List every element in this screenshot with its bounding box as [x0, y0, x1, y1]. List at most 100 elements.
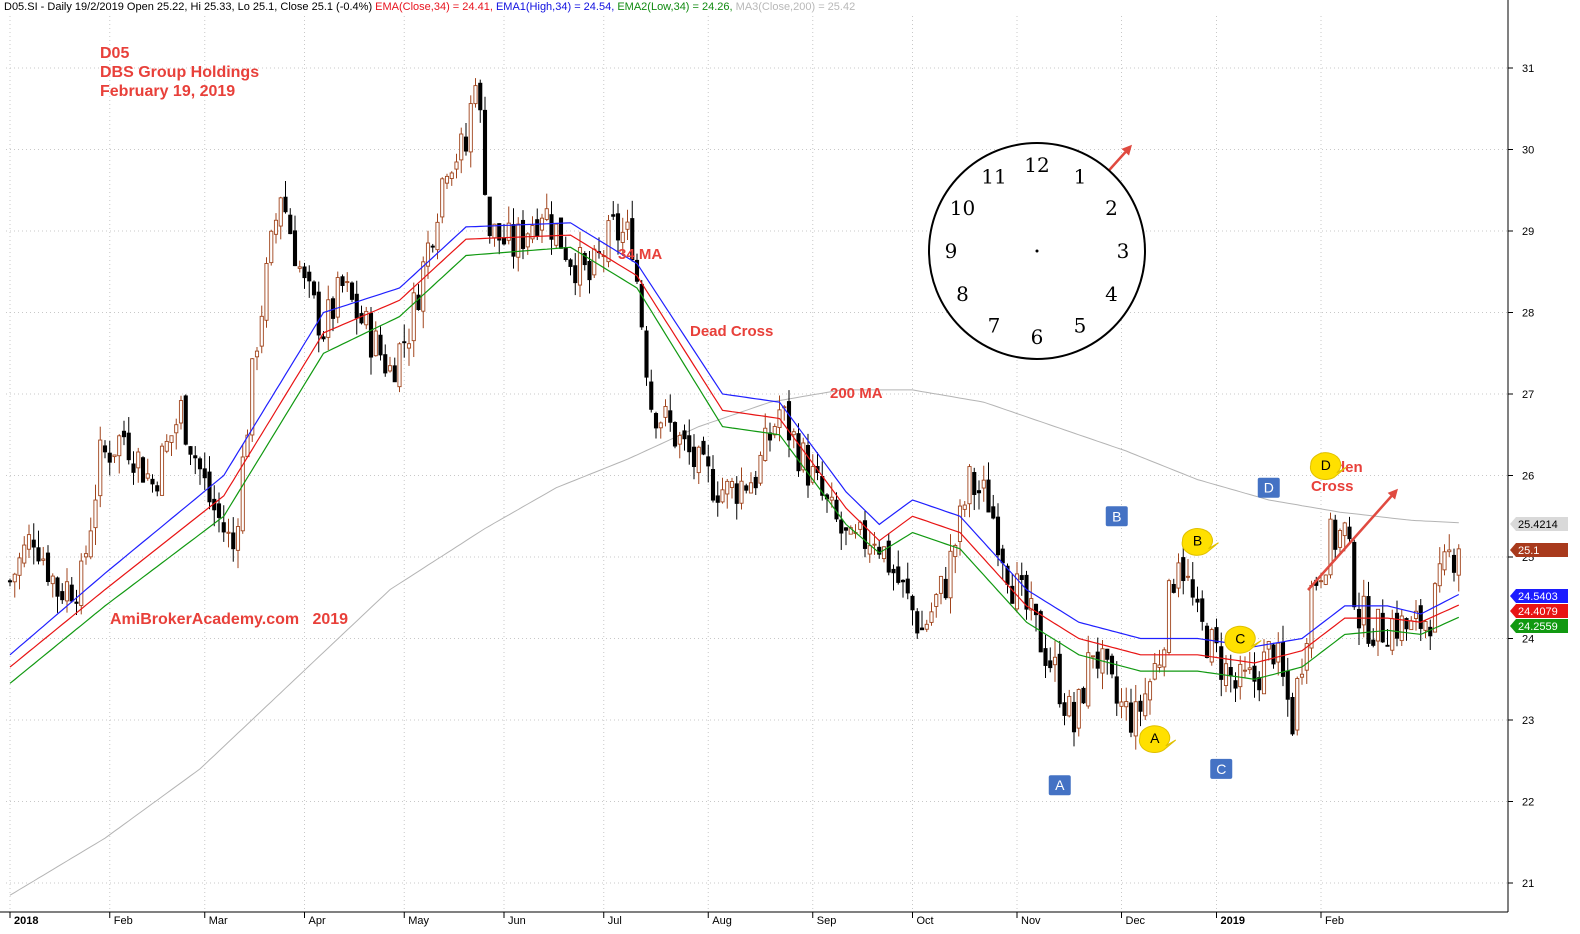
time-tick-label: Oct	[917, 915, 934, 927]
candle-body	[625, 221, 630, 230]
candle-body	[810, 466, 815, 483]
candle-body	[530, 225, 535, 240]
candle-body	[83, 553, 89, 558]
candle-body	[1162, 649, 1167, 668]
candle-body	[193, 455, 198, 459]
price-tag-bg	[1516, 517, 1568, 531]
candle-body	[1105, 648, 1110, 660]
candle-body	[221, 522, 226, 533]
candle-body	[368, 312, 374, 358]
candle-body	[1423, 621, 1428, 631]
price-tag-bg	[1516, 589, 1568, 603]
clock-number: 3	[1117, 239, 1130, 263]
candle-body	[843, 527, 849, 531]
candle-body	[905, 578, 910, 594]
candle-body	[677, 434, 682, 445]
wave-callout-b	[1181, 528, 1219, 556]
candle-body	[69, 584, 74, 602]
candle-body	[672, 422, 678, 447]
candle-body	[283, 196, 288, 213]
candle-body	[715, 495, 720, 503]
candle-body	[630, 218, 635, 261]
candle-body	[1010, 585, 1015, 604]
candle-body	[136, 451, 141, 469]
candle-body	[55, 577, 60, 597]
candle-body	[1304, 643, 1309, 671]
candle-body	[1361, 595, 1366, 626]
time-tick-label: 2018	[14, 915, 38, 927]
candle-body	[12, 573, 17, 583]
candle-body	[753, 476, 758, 489]
clock-number: 4	[1105, 282, 1118, 306]
candle-body	[1299, 673, 1305, 678]
chart-header: D05.SI - Daily 19/2/2019 Open 25.22, Hi …	[4, 1, 855, 13]
candle-body	[720, 489, 725, 503]
candle-body	[1048, 660, 1053, 669]
candle-body	[1052, 656, 1058, 666]
clock-number: 9	[945, 239, 958, 263]
candle-body	[468, 103, 473, 153]
candle-body	[881, 546, 887, 560]
candle-body	[378, 334, 383, 356]
candle-body	[321, 336, 326, 340]
candle-body	[620, 231, 625, 243]
candle-body	[1385, 644, 1390, 647]
candle-body	[786, 401, 792, 441]
candle-body	[1413, 610, 1419, 619]
candle-body	[758, 454, 763, 484]
candle-body	[1067, 695, 1072, 717]
candle-body	[535, 219, 540, 237]
candle-body	[364, 310, 369, 326]
price-tick-label: 23	[1522, 715, 1534, 727]
clock-number: 11	[981, 165, 1006, 189]
candle-body	[891, 568, 896, 574]
price-tags: 25.4214 25.1 24.5403 24.4079 24.2559	[1510, 517, 1568, 633]
candle-body	[1309, 584, 1314, 649]
price-tick-label: 21	[1522, 878, 1534, 890]
candle-body	[444, 175, 450, 184]
candle-body	[478, 82, 483, 111]
candle-body	[1138, 700, 1143, 712]
price-tag-pointer	[1510, 604, 1516, 618]
candle-body	[326, 299, 331, 338]
wave-box-d	[1257, 477, 1280, 498]
candle-body	[1057, 653, 1062, 705]
candle-body	[1295, 678, 1300, 731]
candle-body	[345, 281, 350, 284]
candle-body	[886, 540, 891, 573]
candle-body	[155, 485, 160, 492]
candle-body	[644, 330, 649, 378]
wave-callout-labels: A B C D	[1138, 452, 1348, 754]
candle-body	[706, 456, 711, 467]
candle-body	[188, 446, 193, 455]
price-tick-label: 29	[1522, 226, 1534, 238]
candle-body	[1333, 519, 1338, 550]
time-tick-label: 2019	[1221, 915, 1245, 927]
candle-body	[250, 358, 255, 436]
candle-body	[1342, 522, 1347, 537]
candle-body	[1442, 551, 1447, 571]
wave-callout-text: D	[1321, 457, 1331, 473]
wave-box-labels: A B C D	[1048, 477, 1280, 796]
candle-body	[1394, 612, 1400, 639]
candle-body	[1029, 598, 1034, 611]
candle-body	[50, 575, 55, 585]
candle-body	[169, 435, 174, 443]
candle-body	[1133, 701, 1138, 737]
candle-body	[254, 350, 260, 358]
candle-body	[1318, 580, 1324, 583]
candle-body	[1238, 663, 1243, 688]
candle-body	[482, 109, 488, 195]
candle-body	[487, 196, 492, 237]
price-tick-label: 30	[1522, 145, 1534, 157]
candle-body	[1176, 562, 1181, 589]
wave-callout-text: C	[1235, 631, 1245, 647]
price-tick-label: 26	[1522, 471, 1534, 483]
candle-body	[216, 503, 222, 518]
candle-body	[302, 266, 307, 279]
candle-body	[93, 499, 98, 529]
candle-body	[197, 458, 203, 470]
candle-body	[269, 230, 274, 264]
